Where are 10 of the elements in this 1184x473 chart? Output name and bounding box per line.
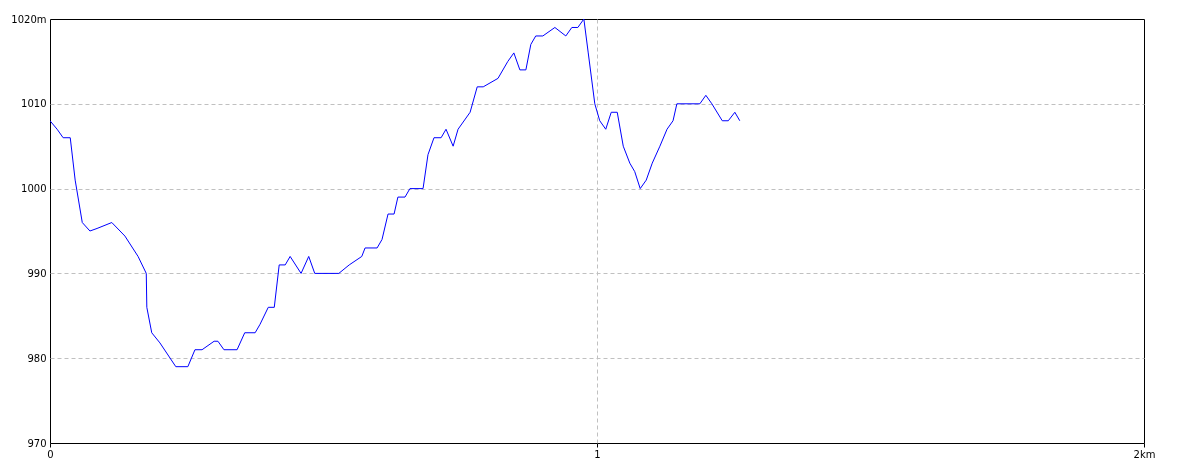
x-tick-label: 0 xyxy=(47,448,54,460)
x-tick-label: 1 xyxy=(594,448,601,460)
y-tick-label: 1000 xyxy=(21,183,47,195)
y-tick-label: 980 xyxy=(27,352,47,364)
y-tick-label: 990 xyxy=(27,267,47,279)
line-series xyxy=(50,19,741,368)
y-tick-label: 970 xyxy=(27,437,47,449)
y-tick-label: 1020m xyxy=(11,13,47,25)
x-tick-label: 2km xyxy=(1133,448,1156,460)
y-tick-label: 1010 xyxy=(21,98,47,110)
